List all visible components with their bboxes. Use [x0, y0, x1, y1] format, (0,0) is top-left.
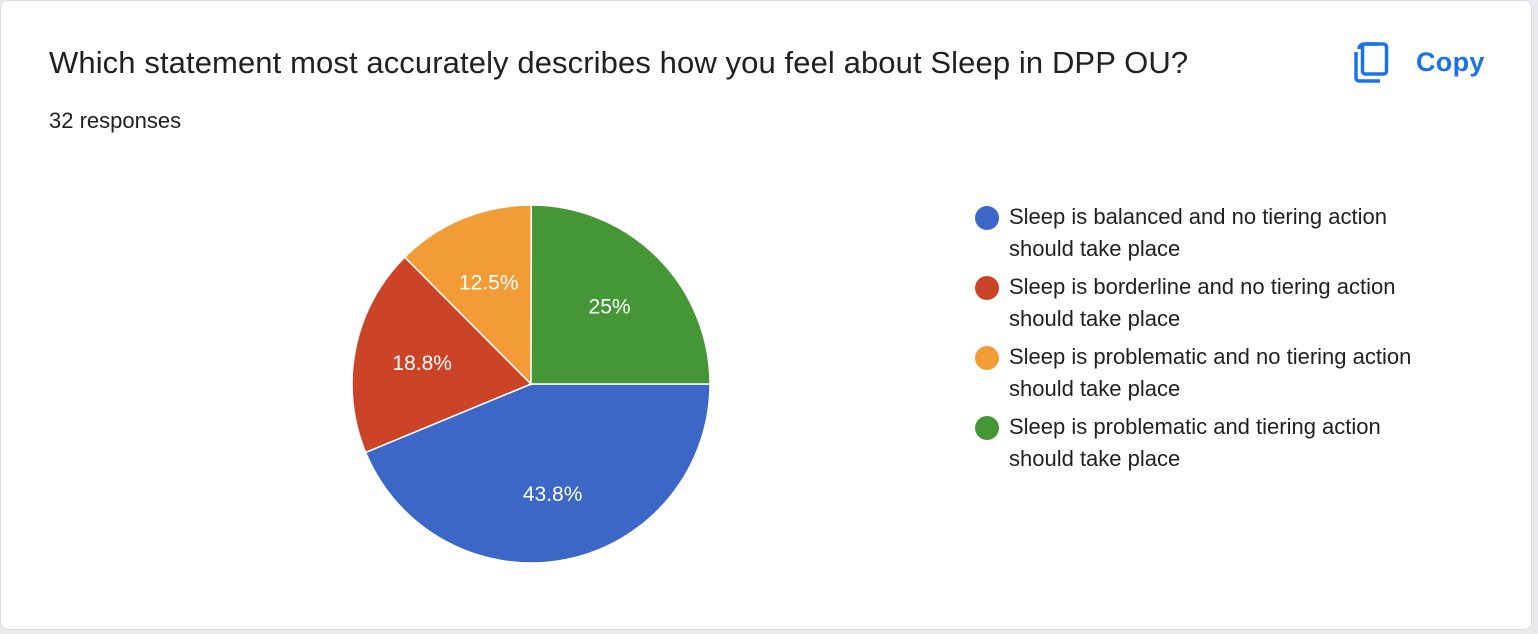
pie-chart: 43.8% 18.8% 12.5% 25%: [351, 204, 711, 564]
legend-item[interactable]: Sleep is problematic and tiering action …: [973, 411, 1443, 475]
copy-chart-button[interactable]: Copy: [1346, 39, 1491, 85]
copy-icon: [1354, 42, 1389, 83]
slice-data-label: 25%: [589, 296, 631, 319]
pie-slice[interactable]: [530, 204, 711, 385]
slice-data-label: 18.8%: [392, 352, 452, 375]
legend-label: Sleep is borderline and no tiering actio…: [1009, 274, 1396, 331]
legend-item[interactable]: Sleep is problematic and no tiering acti…: [973, 341, 1443, 405]
chart-legend: Sleep is balanced and no tiering action …: [973, 201, 1443, 481]
legend-swatch: [975, 276, 999, 300]
pie-slice[interactable]: [351, 256, 533, 454]
legend-swatch: [975, 416, 999, 440]
copy-button-label: Copy: [1416, 46, 1485, 77]
legend-label: Sleep is problematic and tiering action …: [1009, 414, 1381, 471]
legend-label: Sleep is problematic and no tiering acti…: [1009, 344, 1412, 401]
legend-label: Sleep is balanced and no tiering action …: [1009, 204, 1387, 261]
response-count: 32 responses: [49, 108, 182, 133]
question-title: Which statement most accurately describe…: [49, 45, 1189, 80]
legend-swatch: [975, 346, 999, 370]
pie-slice[interactable]: [403, 204, 533, 386]
legend-item[interactable]: Sleep is borderline and no tiering actio…: [973, 271, 1443, 335]
slice-data-label: 12.5%: [459, 271, 519, 294]
pie-slice[interactable]: [364, 383, 711, 564]
legend-swatch: [975, 206, 999, 230]
legend-item[interactable]: Sleep is balanced and no tiering action …: [973, 201, 1443, 265]
slice-data-label: 43.8%: [523, 483, 583, 506]
